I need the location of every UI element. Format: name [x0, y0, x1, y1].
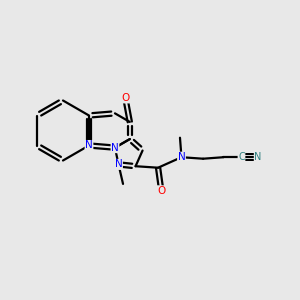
- Text: N: N: [254, 152, 262, 162]
- Text: O: O: [157, 186, 165, 196]
- Text: N: N: [178, 152, 185, 162]
- Text: N: N: [85, 140, 93, 151]
- Text: N: N: [115, 159, 122, 170]
- Text: N: N: [111, 142, 119, 153]
- Text: O: O: [121, 93, 129, 103]
- Text: C: C: [238, 152, 245, 162]
